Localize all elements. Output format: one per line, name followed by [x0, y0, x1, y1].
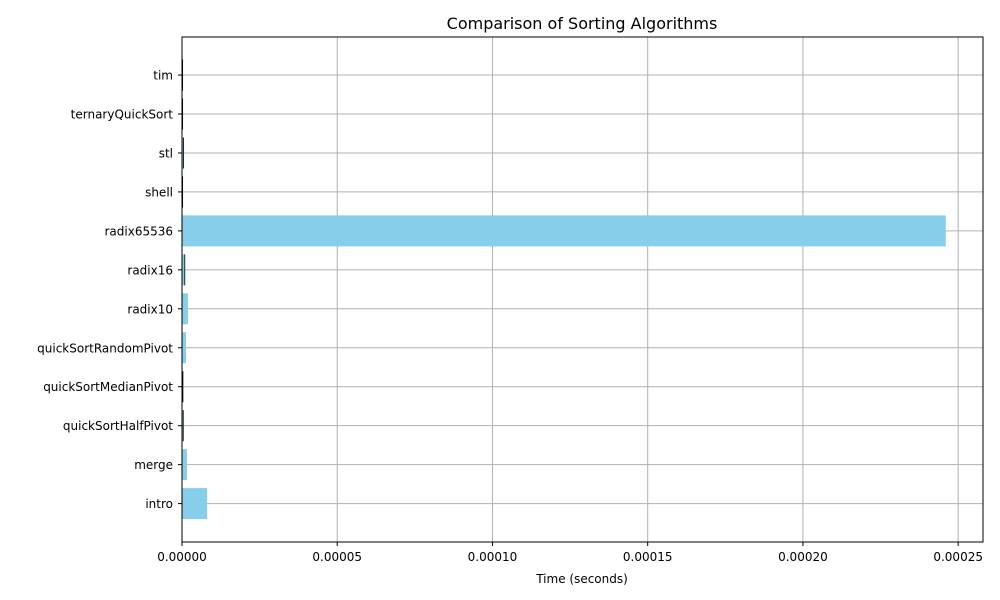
bar-merge [182, 449, 187, 481]
bar-quickSortRandomPivot [182, 332, 187, 364]
bars [182, 59, 946, 520]
bar-quickSortHalfPivot [182, 410, 184, 442]
bar-intro [182, 488, 208, 520]
x-tick-label: 0.00020 [778, 550, 828, 564]
y-tick-label: ternaryQuickSort [71, 108, 174, 122]
x-tick-label: 0.00005 [312, 550, 362, 564]
y-tick-label: radix10 [127, 302, 173, 316]
y-tick-label: shell [145, 185, 173, 199]
x-tick-label: 0.00015 [623, 550, 673, 564]
y-tick-label: radix65536 [104, 224, 173, 238]
x-tick-label: 0.00000 [157, 550, 207, 564]
bar-radix16 [182, 254, 185, 286]
y-tick-label: quickSortMedianPivot [43, 380, 173, 394]
y-tick-label: quickSortRandomPivot [37, 341, 173, 355]
x-axis-label: Time (seconds) [535, 572, 628, 586]
bar-radix10 [182, 293, 188, 325]
y-tick-label: tim [153, 69, 173, 83]
plot-frame [181, 36, 984, 543]
x-tick-label: 0.00025 [933, 550, 983, 564]
axis-ticks: 0.00000 0.00005 0.00010 0.00015 0.00020 0.000… [37, 69, 983, 564]
y-tick-label: radix16 [127, 263, 173, 277]
bar-stl [182, 137, 184, 169]
x-tick-label: 0.00010 [468, 550, 518, 564]
y-tick-label: quickSortHalfPivot [63, 419, 173, 433]
bar-radix65536 [182, 215, 946, 247]
y-tick-label: stl [159, 146, 173, 160]
y-tick-label: intro [145, 497, 173, 511]
chart-title: Comparison of Sorting Algorithms [447, 14, 718, 33]
y-tick-label: merge [134, 458, 173, 472]
